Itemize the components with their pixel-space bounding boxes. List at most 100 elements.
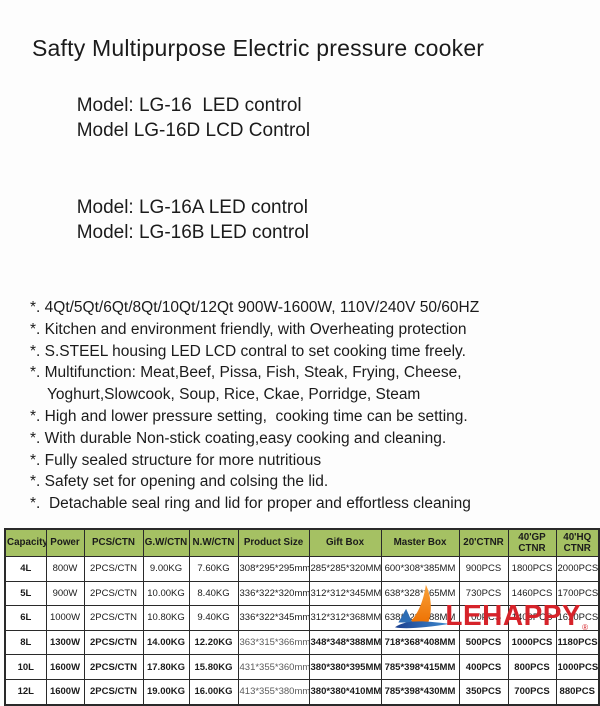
model-name: Model: LG-16 LED control [76,94,302,116]
table-cell: 2PCS/CTN [83,580,144,607]
table-cell: 336*322*320mm [237,580,310,607]
table-row: 4L 800W 2PCS/CTN 9.00KG 7.60KG 308*295*295mm 2… [4,555,600,582]
table-cell: 8.40KG [188,580,239,607]
table-cell: 5L [4,580,47,607]
table-cell: 800PCS [507,654,557,680]
table-cell: 9.00KG [142,555,190,582]
table-cell: 400PCS [458,654,509,680]
table-cell: 380*380*410MM [308,678,382,706]
table-cell: 363*315*366mm [237,629,310,656]
feature-line: *. S.STEEL housing LED LCD contral to se… [30,342,466,360]
column-header: G.W/CTN [142,528,190,557]
sailboat-logo-icon [395,584,451,629]
feature-line: *. Fully sealed structure for more nutri… [30,451,322,469]
column-header: Master Box [380,528,460,557]
model-line: Model: LG-16 LED control Model LG-16D LC… [45,67,600,169]
table-cell: 312*312*368MM [308,605,382,631]
table-cell: 10.00KG [142,580,190,607]
table-cell: 312*312*345MM [308,580,382,607]
column-header: N.W/CTN [188,528,239,557]
feature-line: Yoghurt,Slowcook, Soup, Rice, Ckae, Porr… [47,386,421,404]
logo-sail-main [409,584,432,623]
table-cell: 380*380*395MM [308,654,382,680]
feature-line: *. Multifunction: Meat,Beef, Pissa, Fish… [30,364,462,382]
column-header: 40'HQ CTNR [555,528,600,557]
table-cell: 10L [4,654,47,680]
table-cell: 12.20KG [188,629,239,656]
table-cell: 9.40KG [188,605,239,631]
table-cell: 285*285*320MM [308,555,382,582]
feature-line: *. High and lower pressure setting, cook… [30,407,468,425]
logo-sail-small [398,608,413,623]
table-cell: 17.80KG [142,654,190,680]
model-line: Model: LG-16A LED control Model: LG-16B … [45,169,600,271]
table-cell: 8L [4,629,47,656]
feature-line: *. Detachable seal ring and lid for prop… [30,495,471,513]
table-row: 12L 1600W 2PCS/CTN 19.00KG 16.00KG 413*355*38… [4,678,600,706]
table-cell: 1000PCS [507,629,557,656]
table-cell: 19.00KG [142,678,190,706]
brand-logo: LEHAPPY ® [394,583,588,632]
table-cell: 308*295*295mm [237,555,310,582]
table-cell: 6L [4,605,47,631]
table-cell: 1800PCS [507,555,557,582]
table-cell: 16.00KG [188,678,239,706]
table-cell: 2PCS/CTN [83,555,144,582]
model-name: Model: LG-16A LED control [76,196,308,218]
table-cell: 12L [4,678,47,706]
table-cell: 4L [4,555,47,582]
table-cell: 600*308*385MM [380,555,460,582]
page-title: Safty Multipurpose Electric pressure coo… [32,35,485,61]
column-header: 40'GP CTNR [507,528,557,557]
table-row: 10L 1600W 2PCS/CTN 17.80KG 15.80KG 431*355*36… [4,654,600,680]
feature-line: *. With durable Non-stick coating,easy c… [30,429,447,447]
table-cell: 2PCS/CTN [83,629,144,656]
feature-line: *. Safety set for opening and colsing th… [30,473,329,491]
table-cell: 413*355*380mm [237,678,310,706]
table-cell: 431*355*360mm [237,654,310,680]
table-cell: 2PCS/CTN [83,654,144,680]
table-cell: 1000PCS [555,654,600,680]
registered-mark: ® [582,623,588,632]
table-cell: 350PCS [458,678,509,706]
column-header: PCS/CTN [83,528,144,557]
table-cell: 2PCS/CTN [83,678,144,706]
model-list: Model: LG-16 LED control Model LG-16D LC… [45,67,600,271]
table-row: 8L 1300W 2PCS/CTN 14.00KG 12.20KG 363*315*366… [4,629,600,656]
table-cell: 718*368*408MM [380,629,460,656]
table-cell: 336*322*345mm [237,605,310,631]
table-cell: 785*398*415MM [380,654,460,680]
table-cell: 1600W [45,654,85,680]
column-header: 20'CTNR [458,528,509,557]
feature-line: *. 4Qt/5Qt/6Qt/8Qt/10Qt/12Qt 900W-1600W,… [30,299,480,316]
table-cell: 880PCS [555,678,600,706]
table-cell: 7.60KG [188,555,239,582]
table-cell: 1300W [45,629,85,656]
table-cell: 700PCS [507,678,557,706]
table-cell: 500PCS [458,629,509,656]
table-cell: 900PCS [458,555,509,582]
table-cell: 348*348*388MM [308,629,382,656]
table-cell: 1600W [45,678,85,706]
column-header: Product Size [237,528,310,557]
feature-list: *. 4Qt/5Qt/6Qt/8Qt/10Qt/12Qt 900W-1600W,… [30,297,600,515]
table-cell: 800W [45,555,85,582]
table-cell: 14.00KG [142,629,190,656]
table-cell: 785*398*430MM [380,678,460,706]
product-spec-sheet: Safty Multipurpose Electric pressure coo… [0,34,600,706]
table-cell: 1180PCS [555,629,600,656]
table-cell: 10.80KG [142,605,190,631]
column-header: Power [45,528,85,557]
model-name: Model LG-16D LCD Control [76,120,311,141]
column-header: Capacity [4,528,47,557]
table-cell: 2PCS/CTN [83,605,144,631]
feature-line: *. Kitchen and environment friendly, wit… [30,320,467,338]
spec-header-row: Capacity Power PCS/CTN G.W/CTN N.W/CTN Produc… [4,528,600,557]
model-name: Model: LG-16B LED control [76,222,310,243]
table-cell: 900W [45,580,85,607]
brand-name: LEHAPPY [445,599,582,632]
column-header: Gift Box [308,528,382,557]
table-cell: 2000PCS [555,555,600,582]
table-cell: 1000W [45,605,85,631]
table-cell: 15.80KG [188,654,239,680]
